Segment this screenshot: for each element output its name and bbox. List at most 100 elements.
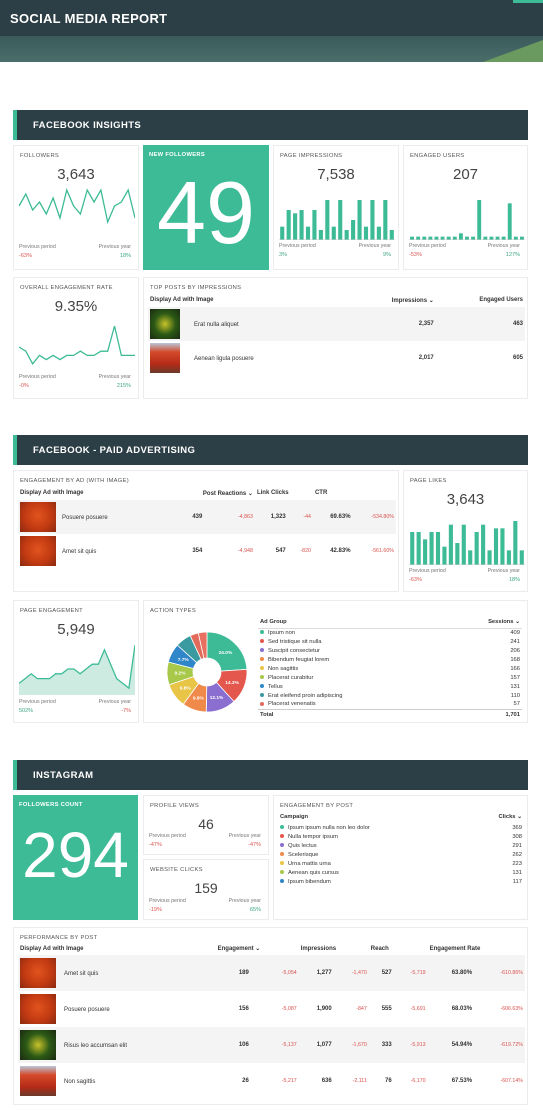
table-row[interactable]: Non sagittis 166 <box>258 664 522 673</box>
engagement-by-ad-label: ENGAGEMENT BY AD (WITH IMAGE) <box>20 478 129 484</box>
col-ctr[interactable]: CTR <box>314 490 328 496</box>
table-row[interactable]: Aenean quis cursus 131 <box>278 868 524 877</box>
col-impressions[interactable]: Impressions <box>300 945 337 952</box>
table-row[interactable]: Bibendum feugiat lorem 168 <box>258 655 522 664</box>
table-row[interactable]: Erat eleifend proin adipiscing 110 <box>258 691 522 700</box>
post-name: Risus leo accumsan elit <box>64 1042 128 1049</box>
bar-mark <box>442 546 447 565</box>
bar-mark <box>513 521 518 565</box>
table-row[interactable]: Nulla tempor ipsum 308 <box>278 832 524 841</box>
legend-dot <box>280 842 284 847</box>
report-header: SOCIAL MEDIA REPORT <box>0 0 543 62</box>
row-name: Ipsum ipsum nulla non leo dolor <box>288 824 370 831</box>
bar-mark <box>299 210 304 240</box>
col-post-reactions-sort[interactable]: Post Reactions ⌄ <box>202 490 253 497</box>
followers-count-label: FOLLOWERS COUNT <box>19 802 83 808</box>
cell-reach: 76 <box>385 1078 392 1084</box>
table-row[interactable]: Risus leo accumsan elit 106 -5,137 1,077 -1,… <box>18 1027 525 1063</box>
engagement-by-post-label: ENGAGEMENT BY POST <box>280 803 354 809</box>
bar-mark <box>280 226 285 240</box>
cell-eng_chg: -5,137 <box>281 1042 297 1048</box>
col-clicks-sort[interactable]: Clicks ⌄ <box>498 814 522 820</box>
engagement-by-ad-card: ENGAGEMENT BY AD (WITH IMAGE) Display Ad… <box>13 470 399 592</box>
row-value: 131 <box>512 869 522 876</box>
legend-dot <box>280 824 284 829</box>
col-engaged-users[interactable]: Engaged Users <box>479 297 523 303</box>
cell-imp_chg: -1,470 <box>351 970 367 976</box>
table-row[interactable]: Ipsum bibendum 117 <box>278 877 524 886</box>
page-impressions-label: PAGE IMPRESSIONS <box>280 153 343 159</box>
engagement-by-post-card: ENGAGEMENT BY POST Campaign Clicks ⌄ Ips… <box>273 795 528 920</box>
col-sessions-sort[interactable]: Sessions ⌄ <box>488 618 520 625</box>
col-link-clicks[interactable]: Link Clicks <box>256 490 289 496</box>
prev-year-change: 215% <box>116 383 131 389</box>
profile-views-card: PROFILE VIEWS 46 Previous period Previou… <box>143 795 269 855</box>
prev-period-label: Previous period <box>19 374 56 380</box>
row-name: Ipsum bibendum <box>288 878 331 885</box>
total-value: 1,701 <box>505 712 520 719</box>
col-engagement-rate[interactable]: Engagement Rate <box>429 945 481 952</box>
table-row[interactable]: Placerat venenatis 57 <box>258 700 522 709</box>
prev-period-change: 3% <box>279 252 287 258</box>
ad-clicks: 547 <box>275 548 286 554</box>
page-likes-value: 3,643 <box>446 491 485 508</box>
row-value: 369 <box>512 824 522 831</box>
table-row[interactable]: Suscipit consectetur 206 <box>258 646 522 655</box>
row-value: 291 <box>512 842 522 849</box>
row-name: Ipsum non <box>268 629 296 636</box>
page-engagement-card: PAGE ENGAGEMENT 5,949 Previous period Pr… <box>13 600 139 723</box>
followers-card: FOLLOWERS 3,643 Previous period Previous… <box>13 145 139 270</box>
prev-period-label: Previous period <box>279 243 316 249</box>
row-name: Urna mattis urna <box>288 860 331 867</box>
cell-imp_chg: -2,111 <box>352 1078 367 1084</box>
table-row[interactable]: Scelerisque 262 <box>278 850 524 859</box>
ad-ctr: 69.63% <box>330 514 351 520</box>
cell-rate: 54.94% <box>451 1042 473 1048</box>
donut-slice[interactable] <box>206 631 248 672</box>
table-row[interactable]: Tellus 131 <box>258 682 522 691</box>
table-row[interactable]: Quis lectus 291 <box>278 841 524 850</box>
ad-reactions: 439 <box>192 514 203 520</box>
col-reach[interactable]: Reach <box>370 945 389 952</box>
bar-mark <box>338 200 343 240</box>
bar-mark <box>435 532 441 565</box>
table-row[interactable]: Non sagittis 26 -5,217 636 -2,111 76 -6,170 67.… <box>18 1063 525 1099</box>
cell-rate: 67.53% <box>451 1078 473 1084</box>
table-row[interactable]: Aenean ligula posuere 2,017 605 <box>148 341 525 375</box>
table-row[interactable]: Ipsum non 409 <box>258 628 522 637</box>
table-row[interactable]: Urna mattis urna 223 <box>278 859 524 868</box>
table-row[interactable]: Posuere posuere 156 -5,087 1,900 -847 555 -5,6… <box>18 991 525 1027</box>
top-posts-table: Display Ad with Image Impressions ⌄ Enga… <box>148 293 525 375</box>
table-row[interactable]: Sed tristique sit nulla 241 <box>258 637 522 646</box>
donut-slice[interactable] <box>197 631 208 659</box>
cell-eng_chg: -5,217 <box>281 1078 297 1084</box>
col-impressions-sort[interactable]: Impressions ⌄ <box>391 297 434 304</box>
row-name: Quis lectus <box>288 842 317 849</box>
col-engagement-sort[interactable]: Engagement ⌄ <box>217 946 261 952</box>
table-row[interactable]: Placerat curabitur 157 <box>258 673 522 682</box>
prev-period-change: -19% <box>149 907 162 913</box>
action-types-label: ACTION TYPES <box>150 608 197 614</box>
table-row[interactable]: Posuere posuere 439 -4,863 1,323 -44 69.… <box>18 500 396 534</box>
col-display-ad: Display Ad with Image <box>20 945 84 952</box>
bar-mark <box>428 236 433 240</box>
table-row[interactable]: Amet sit quis 189 -5,054 1,277 -1,470 527 -5,7… <box>18 955 525 991</box>
prev-period-change: -0% <box>19 383 29 389</box>
new-followers-value: 49 <box>157 163 255 262</box>
cell-imp: 1,277 <box>316 970 332 976</box>
cell-eng_chg: -5,087 <box>281 1006 297 1012</box>
table-row[interactable]: Amet sit quis 354 -4,948 547 -820 42.83%… <box>18 534 396 568</box>
website-clicks-label: WEBSITE CLICKS <box>150 867 203 873</box>
legend-dot <box>260 665 264 670</box>
bar-mark <box>493 528 499 565</box>
table-row[interactable]: Ipsum ipsum nulla non leo dolor 369 <box>278 823 524 832</box>
legend-dot <box>260 656 264 661</box>
prev-period-label: Previous period <box>409 243 446 249</box>
post-thumbnail <box>20 1030 56 1060</box>
table-row[interactable]: Erat nulla aliquet 2,357 463 <box>148 307 525 341</box>
report-title: SOCIAL MEDIA REPORT <box>10 11 168 26</box>
engagement-rate-sparkline <box>19 325 135 365</box>
row-value: 262 <box>512 851 522 858</box>
legend-dot <box>280 860 284 865</box>
page-likes-card: PAGE LIKES 3,643 Previous period Previou… <box>403 470 528 592</box>
